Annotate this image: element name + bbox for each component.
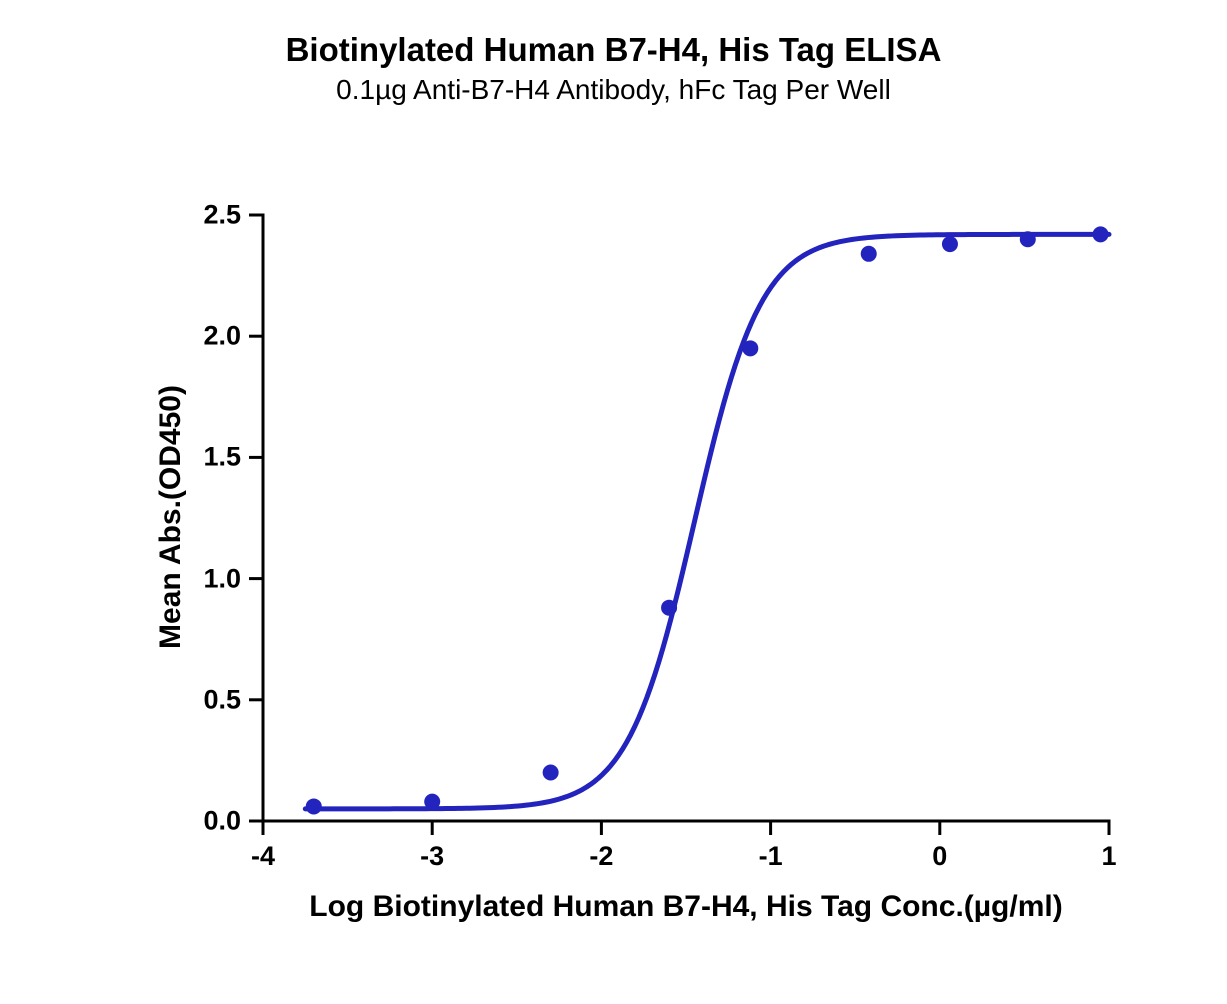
- x-tick-label: -1: [759, 841, 783, 872]
- y-tick-label: 0.5: [203, 684, 241, 715]
- x-tick-label: 1: [1101, 841, 1116, 872]
- page: Biotinylated Human B7-H4, His Tag ELISA …: [0, 0, 1227, 1004]
- x-tick-label: -2: [589, 841, 613, 872]
- y-tick-label: 2.0: [203, 321, 241, 352]
- x-tick-label: -3: [420, 841, 444, 872]
- y-tick-label: 1.0: [203, 563, 241, 594]
- y-tick-label: 1.5: [203, 442, 241, 473]
- x-tick-label: 0: [932, 841, 947, 872]
- x-axis-label: Log Biotinylated Human B7-H4, His Tag Co…: [236, 890, 1136, 924]
- y-tick-label: 0.0: [203, 806, 241, 837]
- y-axis-label: Mean Abs.(OD450): [154, 367, 188, 667]
- y-tick-label: 2.5: [203, 200, 241, 231]
- x-tick-label: -4: [251, 841, 275, 872]
